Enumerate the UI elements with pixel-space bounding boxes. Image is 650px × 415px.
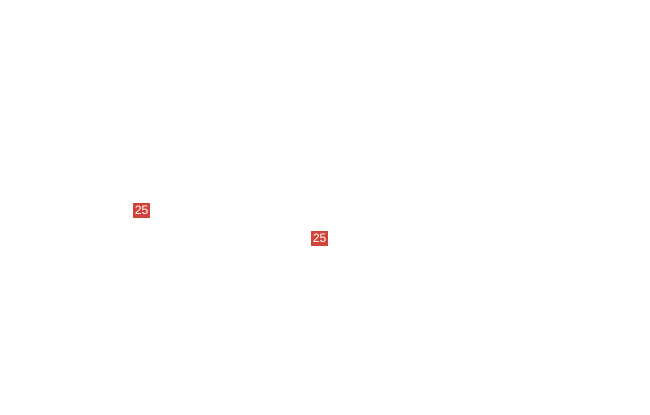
count-badge: 25 <box>311 231 328 246</box>
count-badge: 25 <box>133 203 150 218</box>
